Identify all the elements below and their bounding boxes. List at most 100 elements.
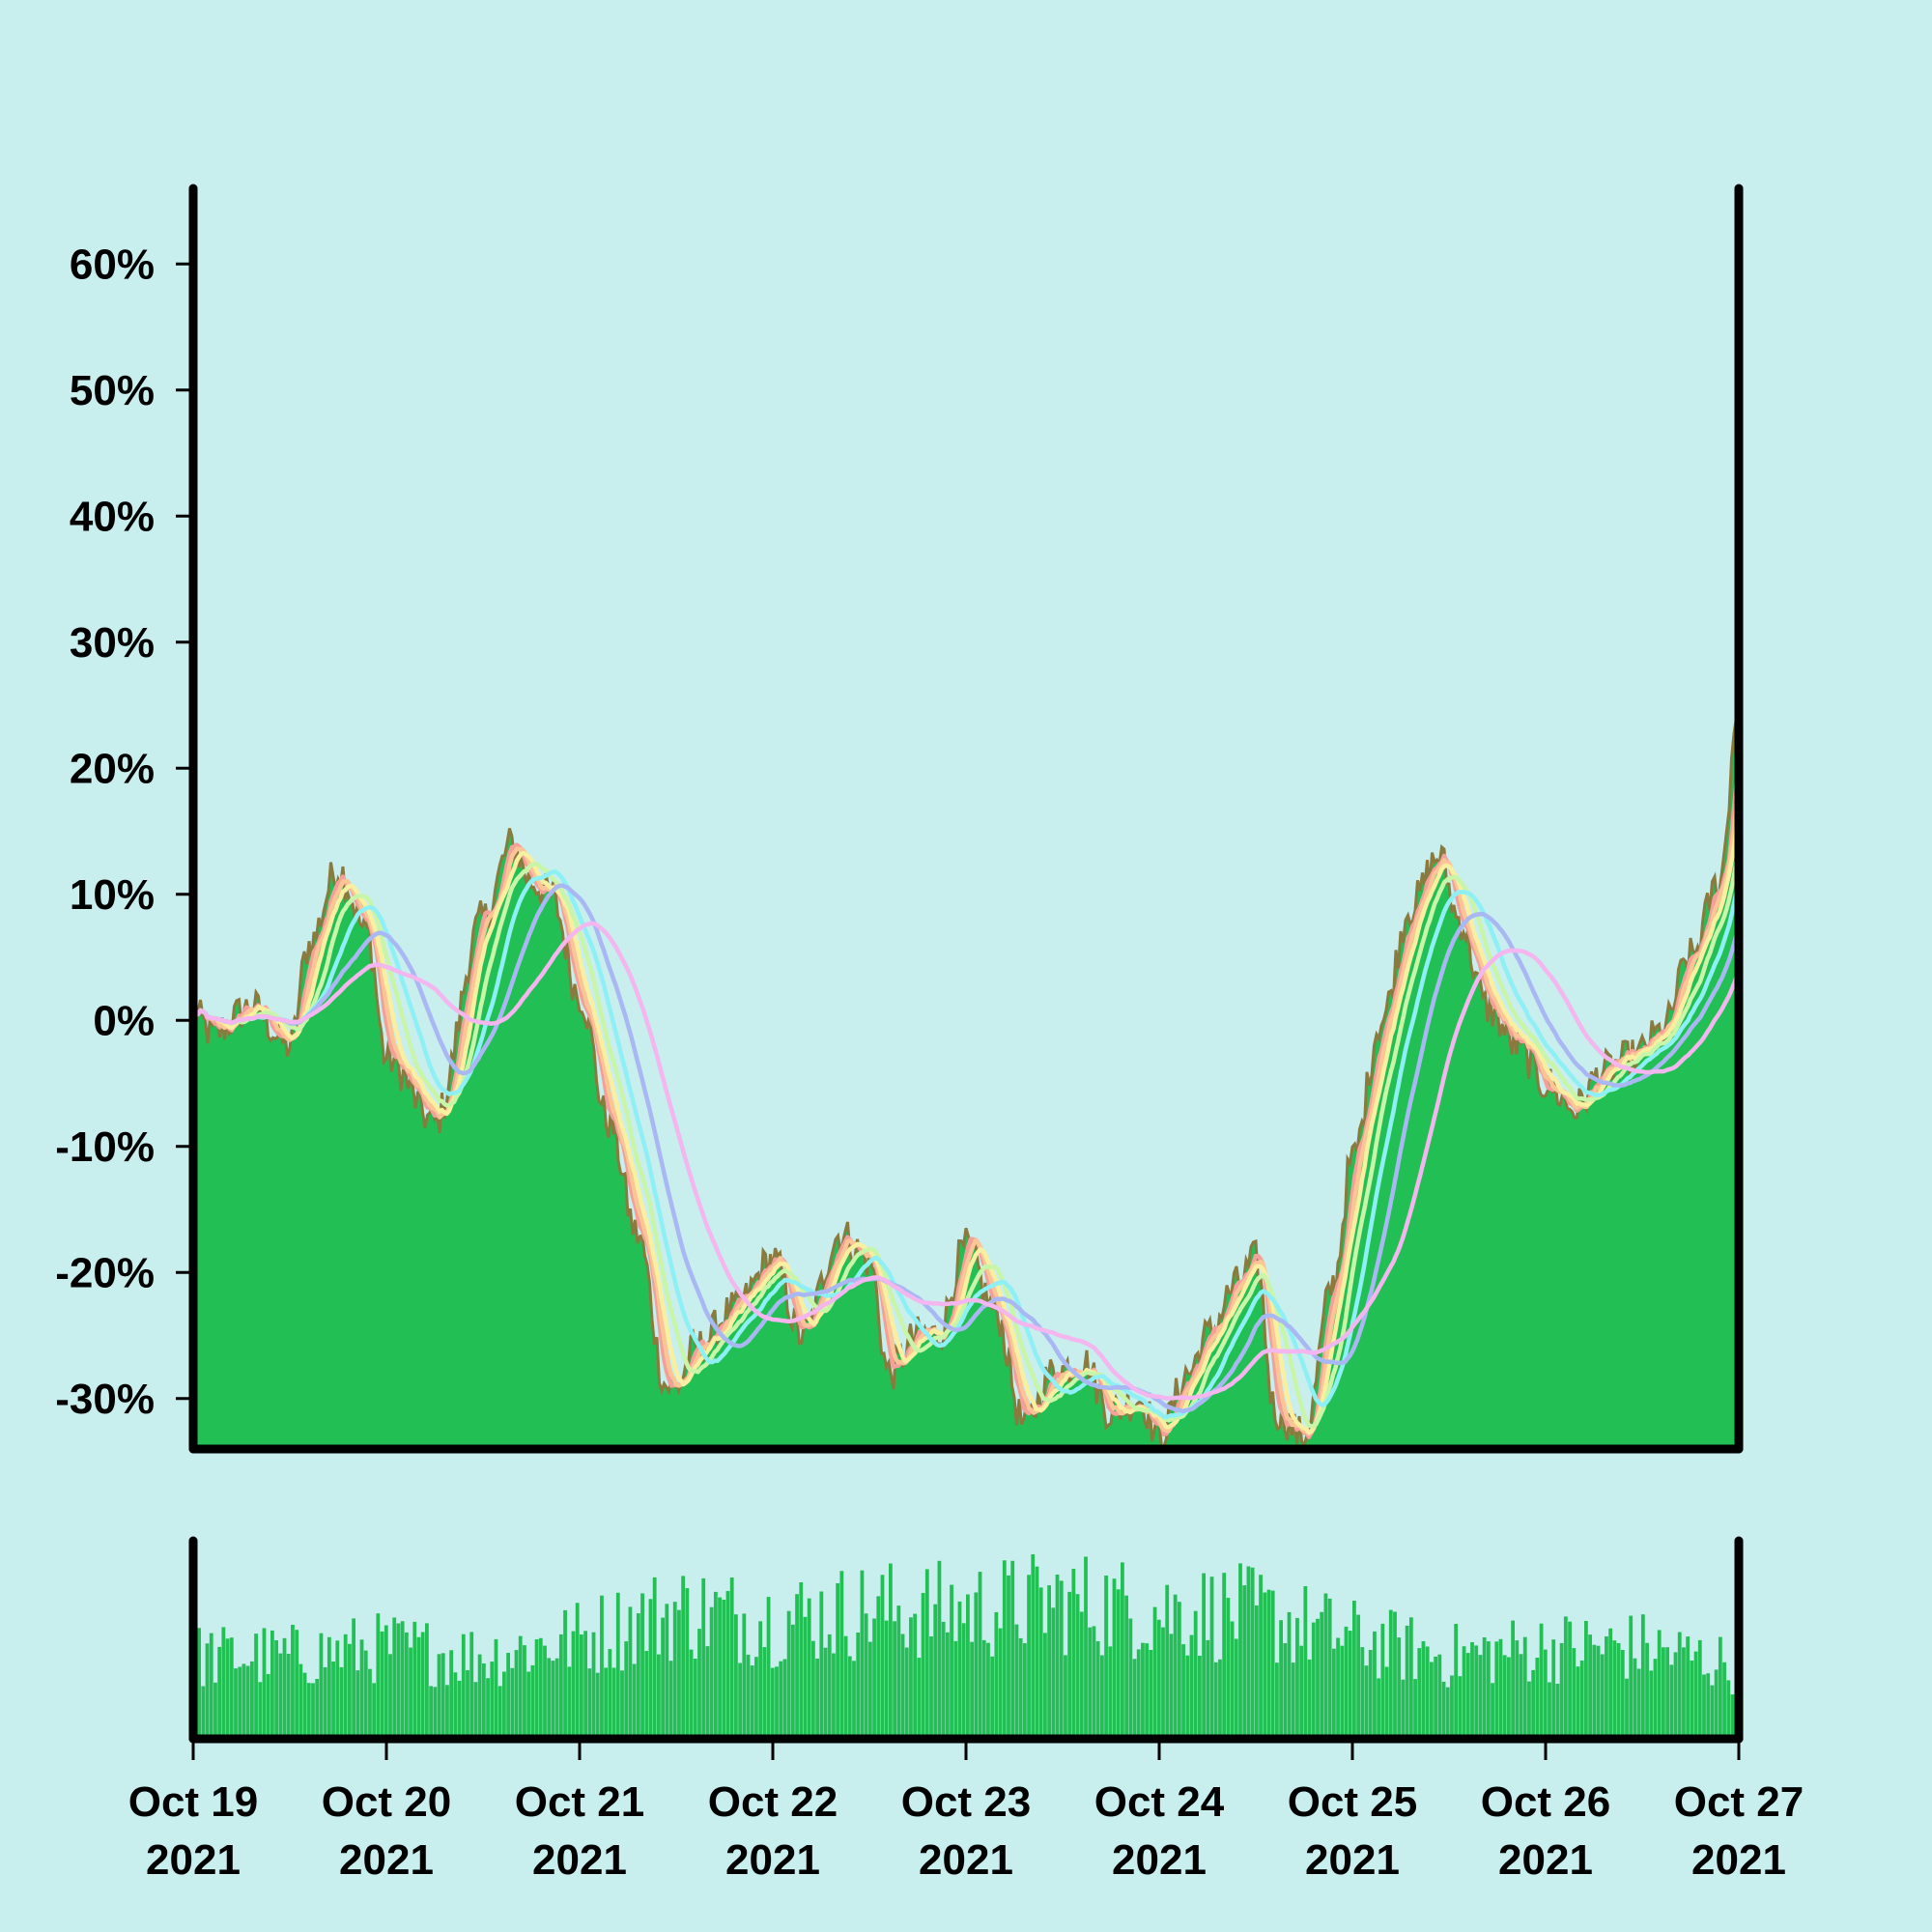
volume-bar [722, 1600, 726, 1739]
volume-bar [1254, 1605, 1259, 1739]
volume-bar [209, 1633, 213, 1739]
volume-bar [1275, 1662, 1279, 1739]
volume-bar [1303, 1586, 1308, 1739]
volume-bar [652, 1577, 657, 1739]
volume-bar [1242, 1585, 1247, 1739]
volume-bar [1522, 1636, 1527, 1739]
x-tick-label: Oct 24 [1094, 1778, 1225, 1826]
volume-bar [409, 1647, 412, 1739]
volume-bar [388, 1654, 392, 1739]
volume-bar [990, 1656, 995, 1739]
volume-bar [1515, 1640, 1520, 1739]
volume-bar [1132, 1659, 1137, 1739]
price-panel [190, 704, 1742, 1452]
volume-bar [319, 1633, 324, 1739]
volume-bar [1657, 1630, 1662, 1739]
volume-bar [1320, 1611, 1324, 1739]
y-tick-label: 60% [70, 241, 155, 288]
volume-bar [295, 1630, 299, 1739]
volume-bar [1206, 1639, 1210, 1739]
volume-bar [1710, 1685, 1715, 1739]
volume-bar [1405, 1625, 1409, 1739]
volume-bar [1152, 1606, 1157, 1739]
volume-bar [416, 1636, 421, 1739]
volume-bar [705, 1646, 710, 1739]
volume-bar [242, 1663, 246, 1739]
volume-bar [449, 1650, 454, 1739]
volume-bar [486, 1678, 490, 1739]
volume-bar [315, 1679, 320, 1739]
volume-bar [348, 1643, 352, 1739]
volume-bar [1047, 1585, 1051, 1739]
volume-bar [1198, 1656, 1202, 1739]
volume-bar [339, 1666, 344, 1739]
volume-bar [872, 1618, 876, 1739]
volume-bar [1128, 1618, 1133, 1739]
volume-bar [709, 1606, 714, 1739]
volume-bar [433, 1687, 438, 1739]
volume-bar [945, 1632, 950, 1739]
volume-bar [1596, 1645, 1601, 1739]
volume-bar [608, 1649, 612, 1739]
volume-bar [445, 1685, 449, 1739]
volume-bar [1263, 1592, 1267, 1739]
volume-bar [1307, 1659, 1312, 1739]
volume-bar [738, 1662, 742, 1739]
volume-bar [363, 1650, 368, 1739]
volume-bar [466, 1670, 469, 1739]
volume-bar [1230, 1621, 1235, 1739]
volume-bar [819, 1591, 824, 1739]
volume-bar [1576, 1666, 1580, 1739]
volume-bar [1356, 1614, 1360, 1739]
volume-bar [473, 1682, 478, 1739]
volume-bar [1213, 1662, 1218, 1739]
volume-bar [986, 1642, 990, 1739]
volume-bar [1348, 1631, 1352, 1739]
volume-bar [657, 1654, 661, 1739]
volume-bar [1234, 1638, 1238, 1739]
y-tick-label: 20% [70, 745, 155, 792]
volume-bar [1673, 1652, 1678, 1739]
volume-bar [600, 1595, 604, 1739]
volume-bar [266, 1674, 270, 1739]
volume-bar [282, 1637, 287, 1739]
volume-bar [754, 1657, 758, 1739]
volume-bar [1441, 1681, 1446, 1739]
volume-bar [221, 1627, 226, 1739]
volume-bar [249, 1661, 254, 1739]
volume-bar [790, 1624, 795, 1739]
x-tick-label-year: 2021 [146, 1836, 241, 1884]
volume-bar [1531, 1669, 1536, 1739]
volume-bar [823, 1647, 828, 1739]
volume-bar [1165, 1584, 1170, 1739]
volume-bar [1555, 1684, 1560, 1739]
volume-bar [661, 1617, 665, 1739]
volume-bar [770, 1667, 775, 1739]
volume-bar [440, 1653, 445, 1739]
x-tick-label: Oct 26 [1481, 1778, 1611, 1826]
volume-bar [640, 1593, 644, 1739]
volume-bar [1421, 1641, 1426, 1739]
volume-bar [766, 1597, 771, 1739]
x-tick-label-year: 2021 [1498, 1836, 1593, 1884]
volume-bar [1124, 1595, 1128, 1739]
volume-bar [1266, 1589, 1271, 1739]
volume-bar [1121, 1562, 1124, 1739]
volume-bar [880, 1575, 885, 1739]
volume-bar [1055, 1575, 1060, 1739]
volume-bar [924, 1569, 929, 1739]
volume-bar [1149, 1650, 1153, 1739]
volume-bar [1279, 1620, 1283, 1739]
volume-bar [929, 1636, 933, 1739]
volume-bar [506, 1653, 510, 1739]
volume-bar [1185, 1655, 1190, 1739]
volume-bar [811, 1640, 815, 1739]
volume-bar [1502, 1655, 1507, 1739]
volume-bar [400, 1621, 405, 1739]
volume-bar [904, 1647, 909, 1739]
volume-bar [1686, 1636, 1690, 1739]
volume-bar [1612, 1640, 1617, 1739]
volume-bar [217, 1646, 222, 1739]
volume-bar [1693, 1651, 1698, 1739]
volume-bar [1600, 1654, 1605, 1739]
